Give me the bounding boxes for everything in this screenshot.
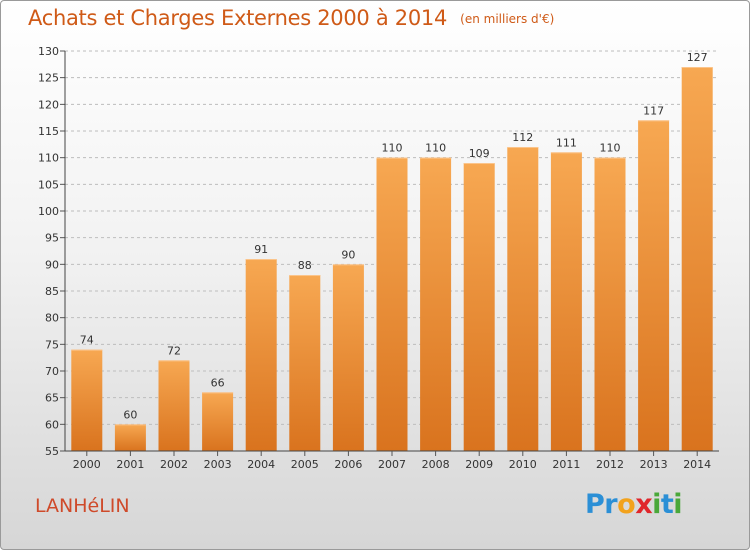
- value-label: 60: [123, 408, 137, 421]
- x-tick-label: 2008: [422, 458, 450, 471]
- x-tick-label: 2011: [552, 458, 580, 471]
- y-tick-label: 115: [38, 125, 59, 138]
- bar: [202, 392, 234, 451]
- x-tick-label: 2010: [509, 458, 537, 471]
- value-label: 66: [211, 376, 225, 389]
- logo-letter: t: [660, 489, 674, 520]
- axes: 55 60 65 70 75 80 85 90 95 100 105 110 115 120 125 130 2…: [38, 45, 719, 471]
- value-label: 110: [425, 142, 446, 155]
- y-tick-label: 100: [38, 205, 59, 218]
- y-tick-label: 75: [45, 338, 59, 351]
- y-tick-label: 70: [45, 365, 59, 378]
- logo-letter: r: [604, 489, 618, 520]
- value-label: 111: [556, 136, 577, 149]
- bar: [681, 67, 713, 451]
- y-tick-label: 85: [45, 285, 59, 298]
- value-label: 109: [469, 147, 490, 160]
- x-tick-label: 2002: [160, 458, 188, 471]
- x-tick-label: 2004: [247, 458, 275, 471]
- proxiti-logo: Proxiti: [585, 489, 683, 520]
- y-tick-label: 80: [45, 312, 59, 325]
- y-tick-label: 90: [45, 258, 59, 271]
- y-tick-label: 130: [38, 45, 59, 58]
- y-tick-label: 65: [45, 392, 59, 405]
- logo-letter: i: [673, 489, 683, 520]
- value-label: 74: [80, 334, 94, 347]
- bar: [594, 157, 626, 451]
- x-tick-label: 2009: [465, 458, 493, 471]
- value-label: 88: [298, 259, 312, 272]
- commune-name: LANHéLIN: [35, 495, 130, 517]
- x-tick-label: 2006: [334, 458, 362, 471]
- chart-title: Achats et Charges Externes 2000 à 2014: [28, 6, 448, 30]
- value-label: 90: [341, 248, 355, 261]
- value-label: 127: [687, 51, 708, 64]
- chart-title-row: Achats et Charges Externes 2000 à 2014 (…: [28, 6, 554, 30]
- x-tick-label: 2013: [640, 458, 668, 471]
- y-tick-label: 125: [38, 72, 59, 85]
- value-label: 110: [382, 142, 403, 155]
- y-tick-label: 95: [45, 232, 59, 245]
- bar: [420, 157, 452, 451]
- bar: [245, 259, 277, 451]
- bars: [71, 67, 713, 452]
- y-tick-label: 60: [45, 418, 59, 431]
- bar: [507, 147, 539, 451]
- y-tick-label: 110: [38, 152, 59, 165]
- chart-unit: (en milliers d'€): [460, 12, 555, 26]
- bar: [332, 264, 364, 451]
- bar: [638, 120, 670, 451]
- logo-letter: i: [652, 489, 661, 520]
- bar: [158, 360, 190, 451]
- x-tick-label: 2005: [291, 458, 319, 471]
- value-label: 91: [254, 243, 268, 256]
- x-tick-label: 2012: [596, 458, 624, 471]
- value-label: 110: [600, 142, 621, 155]
- x-tick-label: 2000: [73, 458, 101, 471]
- bar: [463, 163, 495, 451]
- value-label: 112: [512, 131, 533, 144]
- x-tick-label: 2007: [378, 458, 406, 471]
- y-tick-label: 120: [38, 98, 59, 111]
- y-tick-label: 55: [45, 445, 59, 458]
- logo-letter: x: [635, 489, 653, 520]
- x-tick-label: 2001: [116, 458, 144, 471]
- y-tick-label: 105: [38, 178, 59, 191]
- value-labels: 74 60 72 66 91 88 90 110 110 109 112 111 110 117 127: [80, 51, 708, 421]
- bar: [550, 152, 582, 452]
- logo-letter: P: [585, 489, 605, 520]
- value-label: 72: [167, 344, 181, 357]
- bar: [289, 275, 321, 451]
- value-label: 117: [643, 104, 664, 117]
- bar: [71, 349, 103, 451]
- x-tick-label: 2014: [683, 458, 711, 471]
- bar: [376, 157, 408, 451]
- bar: [114, 424, 146, 451]
- x-tick-label: 2003: [204, 458, 232, 471]
- logo-letter: o: [617, 489, 636, 520]
